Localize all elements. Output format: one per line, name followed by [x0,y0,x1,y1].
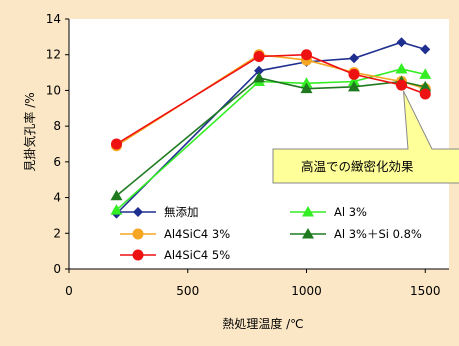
series-0-point-3 [349,53,359,64]
callout-text: 高温での緻密化効果 [301,159,414,174]
series-4-point-3 [348,68,360,80]
x-tick-label-0: 0 [65,284,73,298]
y-tick-label-6: 12 [46,48,61,62]
series-0-point-1 [254,65,264,76]
legend-label-0: 無添加 [164,205,199,219]
series-1-point-0 [110,204,123,215]
legend-item-1: Al 3% [290,205,367,219]
legend-swatch-marker-3 [302,228,314,239]
series-3-point-1 [253,71,265,83]
series-1-point-4 [395,63,408,74]
legend-item-0: 無添加 [120,205,199,219]
series-0-point-5 [420,44,431,55]
y-tick-label-3: 6 [53,155,61,169]
series-3-point-5 [419,80,432,92]
legend-item-2: Al4SiC4 3% [120,227,230,241]
legend-label-1: Al 3% [334,205,367,219]
series-lines [110,37,432,219]
x-axis-label: 熱処理温度 /℃ [222,316,303,331]
series-1-point-3 [348,75,360,86]
legend-label-2: Al4SiC4 3% [164,227,230,241]
y-tick-label-7: 14 [46,12,61,26]
legend-swatch-marker-2 [132,228,144,240]
callout: 高温での緻密化効果 [272,90,459,184]
legend-swatch-marker-4 [132,249,144,261]
x-tick-label-1: 500 [176,284,199,298]
series-4-point-1 [253,51,265,62]
y-tick-label-2: 4 [53,191,61,205]
y-tick-label-4: 8 [53,119,61,133]
series-0-line [115,41,426,215]
series-3-point-0 [110,189,123,201]
y-tick-label-1: 2 [53,226,61,240]
series-1-point-2 [300,77,313,88]
series-4-point-4 [396,79,407,91]
series-3-point-2 [300,82,313,94]
y-tick-label-0: 0 [53,262,61,276]
series-4-point-2 [301,49,312,61]
y-axis-label: 見掛気孔率 /% [22,92,37,171]
series-1-point-5 [419,68,432,79]
legend-label-3: Al 3%＋Si 0.8% [334,227,422,241]
x-tick-label-2: 1000 [291,284,322,298]
axes: 0 2 4 6 8 10 12 14 0 500 1000 1500 熱処理温度 /℃ 見掛気孔率 /% [22,12,449,331]
y-tick-label-5: 10 [46,83,61,97]
x-tick-label-3: 1500 [410,284,441,298]
series-4-point-5 [419,88,431,100]
series-0-point-4 [396,37,407,48]
legend-item-4: Al4SiC4 5% [120,248,230,262]
series-1-line [115,68,426,211]
callout-box [272,90,459,184]
legend-item-3: Al 3%＋Si 0.8% [290,227,422,241]
legend-label-4: Al4SiC4 5% [164,248,230,262]
legend-swatch-marker-1 [302,206,314,217]
series-4-point-0 [111,138,122,150]
series-3-point-3 [348,80,360,92]
legend-swatch-marker-0 [133,207,143,217]
legend: 無添加 Al 3% Al4SiC4 3% Al 3%＋Si 0.8% Al4SiC4 5… [120,205,422,262]
